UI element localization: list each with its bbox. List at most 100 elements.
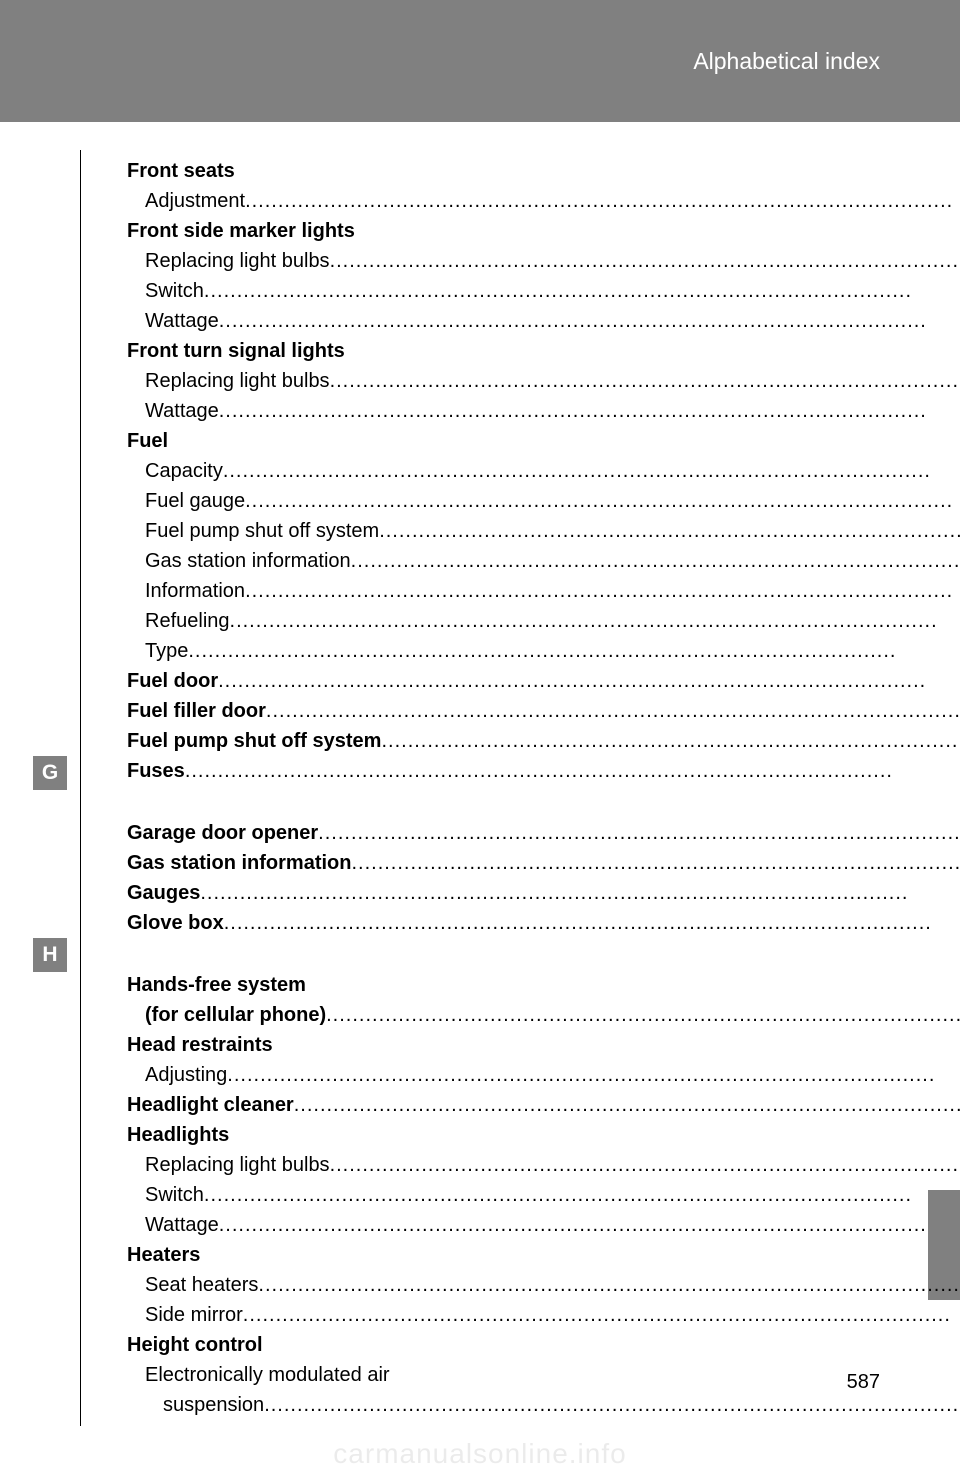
entry-label: Switch xyxy=(145,1180,204,1210)
entry-label: Gas station information xyxy=(127,848,351,878)
entry-label: Wattage xyxy=(145,1210,219,1240)
entry-label: Gauges xyxy=(127,878,200,908)
entry-label: Capacity xyxy=(145,456,223,486)
index-entry: Type546 xyxy=(127,636,960,666)
entry-dots xyxy=(264,1390,960,1420)
entry-label: Information xyxy=(145,576,245,606)
entry-dots xyxy=(204,276,960,306)
entry-dots xyxy=(330,1150,960,1180)
entry-label: Switch xyxy=(145,276,204,306)
header-title: Alphabetical index xyxy=(693,48,880,75)
entry-label: Fuel gauge xyxy=(145,486,245,516)
index-entry: Glove box367 xyxy=(127,908,960,938)
column-left: GHFront seatsAdjustment46Front side mark… xyxy=(80,150,960,1426)
index-entry: Fuel pump shut off system502 xyxy=(127,516,960,546)
entry-label: (for cellular phone) xyxy=(145,1000,326,1030)
index-entry: Gauges157 xyxy=(127,878,960,908)
letter-tab: H xyxy=(33,938,67,972)
index-entry: Electronically modulated air xyxy=(127,1360,960,1390)
entry-dots xyxy=(230,606,960,636)
entry-dots xyxy=(219,396,960,426)
index-entry: Garage door opener411 xyxy=(127,818,960,848)
entry-label: Refueling xyxy=(145,606,230,636)
entry-dots xyxy=(351,848,960,878)
index-entry: Headlight cleaner182 xyxy=(127,1090,960,1120)
index-entry: Front side marker lights xyxy=(127,216,960,246)
entry-label: Fuel filler door xyxy=(127,696,266,726)
entry-dots xyxy=(243,1300,960,1330)
entry-label: Wattage xyxy=(145,306,219,336)
index-entry: Capacity546 xyxy=(127,456,960,486)
entry-dots xyxy=(330,366,960,396)
entry-label: Heaters xyxy=(127,1240,200,1270)
entry-label: Front seats xyxy=(127,156,235,186)
entry-label: Type xyxy=(145,636,188,666)
index-entry: Fuel pump shut off system502 xyxy=(127,726,960,756)
entry-dots xyxy=(351,546,960,576)
index-entry: Fuel xyxy=(127,426,960,456)
index-entry: Refueling92 xyxy=(127,606,960,636)
entry-label: Gas station information xyxy=(145,546,351,576)
entry-label: Garage door opener xyxy=(127,818,318,848)
entry-label: Head restraints xyxy=(127,1030,273,1060)
entry-dots xyxy=(326,1000,960,1030)
entry-label: Headlight cleaner xyxy=(127,1090,294,1120)
entry-label: Replacing light bulbs xyxy=(145,246,330,276)
index-entry: Switch175 xyxy=(127,276,960,306)
entry-label: Fuel xyxy=(127,426,168,456)
entry-label: Glove box xyxy=(127,908,224,938)
index-entry: Wattage554 xyxy=(127,396,960,426)
entry-label: suspension xyxy=(163,1390,264,1420)
page-number: 587 xyxy=(847,1371,880,1394)
index-entry: Head restraints xyxy=(127,1030,960,1060)
entry-dots xyxy=(224,908,960,938)
entry-dots xyxy=(223,456,960,486)
index-entry: Height control xyxy=(127,1330,960,1360)
entry-dots xyxy=(204,1180,960,1210)
index-entry: Heaters xyxy=(127,1240,960,1270)
entry-dots xyxy=(219,306,960,336)
index-entry: Wattage554 xyxy=(127,306,960,336)
index-entry: suspension202 xyxy=(127,1390,960,1420)
entry-dots xyxy=(381,726,960,756)
entry-label: Wattage xyxy=(145,396,219,426)
entry-label: Electronically modulated air xyxy=(145,1360,390,1390)
entry-dots xyxy=(218,666,960,696)
content: G H Front seatsAdjustment46Front side mark… xyxy=(0,150,960,1426)
entry-label: Adjusting xyxy=(145,1060,227,1090)
entry-label: Front side marker lights xyxy=(127,216,355,246)
letter-tab: G xyxy=(33,756,67,790)
index-entry: Wattage554 xyxy=(127,1210,960,1240)
header-bar: Alphabetical index xyxy=(0,0,960,122)
index-entry: Front seats xyxy=(127,156,960,186)
entry-label: Replacing light bulbs xyxy=(145,1150,330,1180)
entry-dots xyxy=(330,246,960,276)
entry-dots xyxy=(318,818,960,848)
entry-dots xyxy=(219,1210,960,1240)
index-entry: Hands-free system xyxy=(127,970,960,1000)
index-entry: Replacing light bulbs483 xyxy=(127,246,960,276)
index-entry: Gas station information596 xyxy=(127,546,960,576)
entry-label: Fuses xyxy=(127,756,185,786)
entry-dots xyxy=(188,636,960,666)
entry-dots xyxy=(266,696,960,726)
index-entry: Fuel filler door92 xyxy=(127,696,960,726)
index-entry: Seat heaters397, 400 xyxy=(127,1270,960,1300)
entry-dots xyxy=(245,576,960,606)
entry-label: Fuel door xyxy=(127,666,218,696)
index-entry: Fuel door92 xyxy=(127,666,960,696)
entry-dots xyxy=(294,1090,960,1120)
entry-dots xyxy=(379,516,960,546)
index-entry: Switch175 xyxy=(127,1180,960,1210)
entry-label: Height control xyxy=(127,1330,263,1360)
index-entry: Side mirror262 xyxy=(127,1300,960,1330)
index-entry: Headlights xyxy=(127,1120,960,1150)
entry-label: Side mirror xyxy=(145,1300,243,1330)
entry-label: Fuel pump shut off system xyxy=(127,726,381,756)
entry-dots xyxy=(200,878,960,908)
index-entry: Gas station information596 xyxy=(127,848,960,878)
index-entry: Fuses472 xyxy=(127,756,960,786)
entry-label: Front turn signal lights xyxy=(127,336,345,366)
index-entry: Adjustment46 xyxy=(127,186,960,216)
index-entry: Replacing light bulbs483 xyxy=(127,366,960,396)
